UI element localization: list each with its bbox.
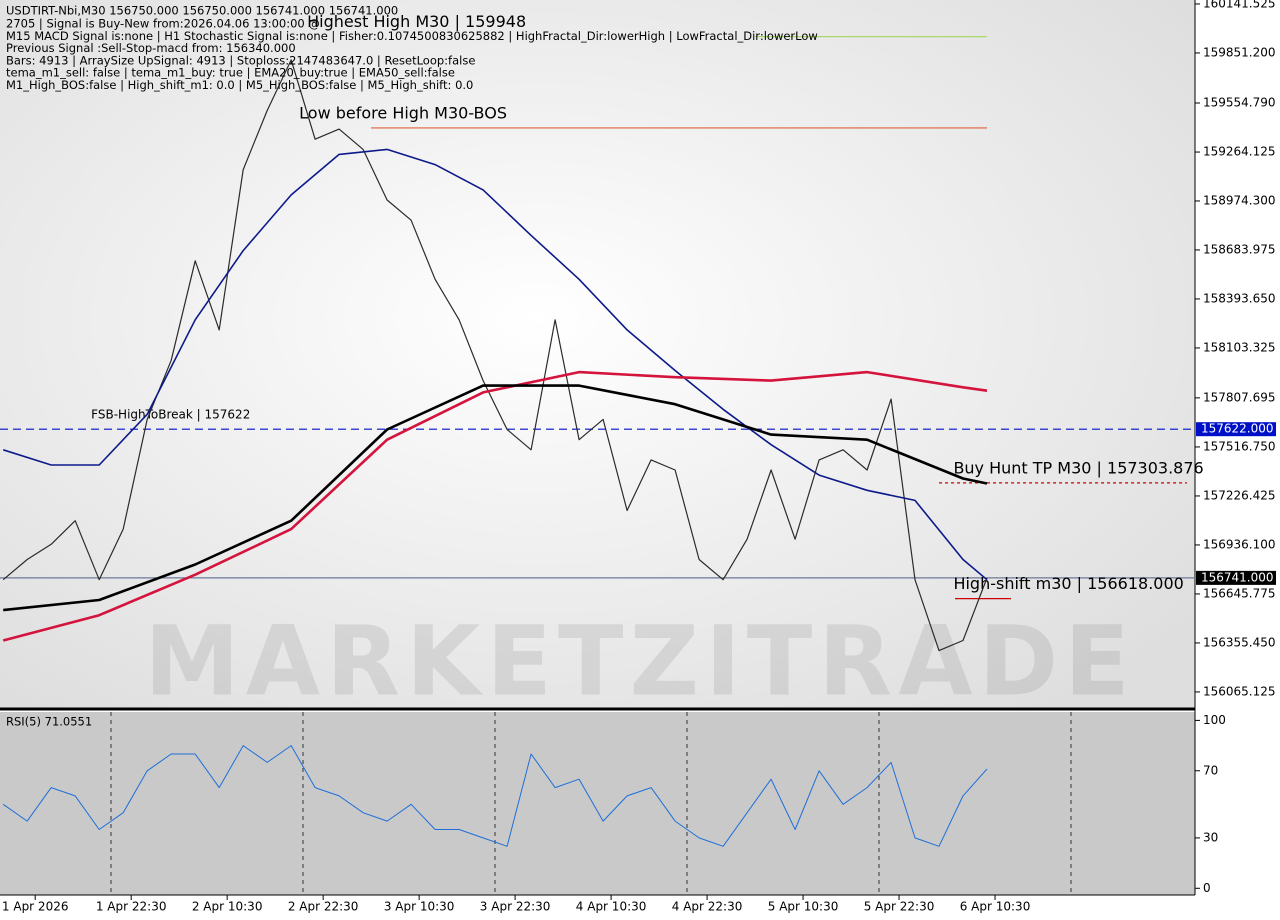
y-tick-label: 157807.695	[1203, 390, 1276, 404]
info-line: tema_m1_sell: false | tema_m1_buy: true …	[6, 66, 455, 80]
level-text: Highest High M30 | 159948	[307, 12, 526, 31]
y-tick-label: 157516.750	[1203, 439, 1276, 453]
y-tick-label: 160141.525	[1203, 0, 1276, 10]
y-tick-label: 159264.125	[1203, 145, 1276, 159]
x-tick-label: 3 Apr 10:30	[384, 900, 455, 914]
x-tick-label: 2 Apr 10:30	[192, 900, 263, 914]
info-line: 2705 | Signal is Buy-New from:2026.04.06…	[6, 17, 320, 31]
x-tick-label: 6 Apr 10:30	[960, 900, 1031, 914]
y-tick-label: 158103.325	[1203, 340, 1276, 354]
level-text: FSB-HighToBreak | 157622	[91, 408, 250, 422]
x-tick-label: 4 Apr 10:30	[576, 900, 647, 914]
series-line	[3, 384, 988, 612]
y-tick-label: 158683.975	[1203, 242, 1276, 256]
y-tick-label: 156645.775	[1203, 586, 1276, 600]
y-tick-label: 70	[1203, 763, 1218, 777]
series-line	[2, 370, 988, 642]
y-tick-label: 0	[1203, 881, 1211, 895]
price-box	[1196, 570, 1276, 585]
y-tick-label: 156065.125	[1203, 684, 1276, 698]
rsi-plot	[0, 712, 1195, 895]
info-line: Bars: 4913 | ArraySize UpSignal: 4913 | …	[6, 53, 475, 67]
y-tick-label: 157226.425	[1203, 488, 1276, 502]
price-box-label: 157622.000	[1201, 422, 1274, 436]
y-tick-label: 159851.200	[1203, 45, 1276, 59]
price-axis	[1195, 0, 1280, 920]
series-line	[2, 59, 988, 652]
x-tick-label: 1 Apr 22:30	[96, 900, 167, 914]
y-tick-label: 158974.300	[1203, 193, 1276, 207]
x-tick-label: 5 Apr 22:30	[864, 900, 935, 914]
y-tick-label: 30	[1203, 830, 1218, 844]
x-tick-label: 4 Apr 22:30	[672, 900, 743, 914]
y-tick-label: 156936.100	[1203, 537, 1276, 551]
level-text: Buy Hunt TP M30 | 157303.876	[953, 458, 1203, 477]
level-text: Low before High M30-BOS	[299, 103, 507, 122]
info-line: M15 MACD Signal is:none | H1 Stochastic …	[6, 29, 818, 43]
series-line	[2, 148, 988, 581]
y-tick-label: 156355.450	[1203, 635, 1276, 649]
y-tick-label: 158393.650	[1203, 291, 1276, 305]
level-text: High-shift m30 | 156618.000	[953, 574, 1183, 593]
rsi-title: RSI(5) 71.0551	[6, 715, 92, 729]
x-tick-label: 1 Apr 2026	[2, 900, 69, 914]
price-box	[1196, 422, 1276, 437]
x-tick-label: 5 Apr 10:30	[768, 900, 839, 914]
day-separators	[110, 712, 1072, 895]
series-line	[2, 745, 988, 847]
main-plot	[0, 0, 1195, 708]
chart-title: USDTIRT-Nbi,M30 156750.000 156750.000 15…	[6, 4, 398, 18]
y-tick-label: 100	[1203, 713, 1226, 727]
info-line: Previous Signal :Sell-Stop-macd from: 15…	[6, 41, 296, 55]
x-tick-label: 3 Apr 22:30	[480, 900, 551, 914]
watermark: MARKETZITRADE	[144, 605, 1136, 717]
x-tick-label: 2 Apr 22:30	[288, 900, 359, 914]
y-tick-label: 159554.790	[1203, 95, 1276, 109]
price-box-label: 156741.000	[1201, 570, 1274, 584]
info-line: M1_High_BOS:false | High_shift_m1: 0.0 |…	[6, 78, 473, 92]
